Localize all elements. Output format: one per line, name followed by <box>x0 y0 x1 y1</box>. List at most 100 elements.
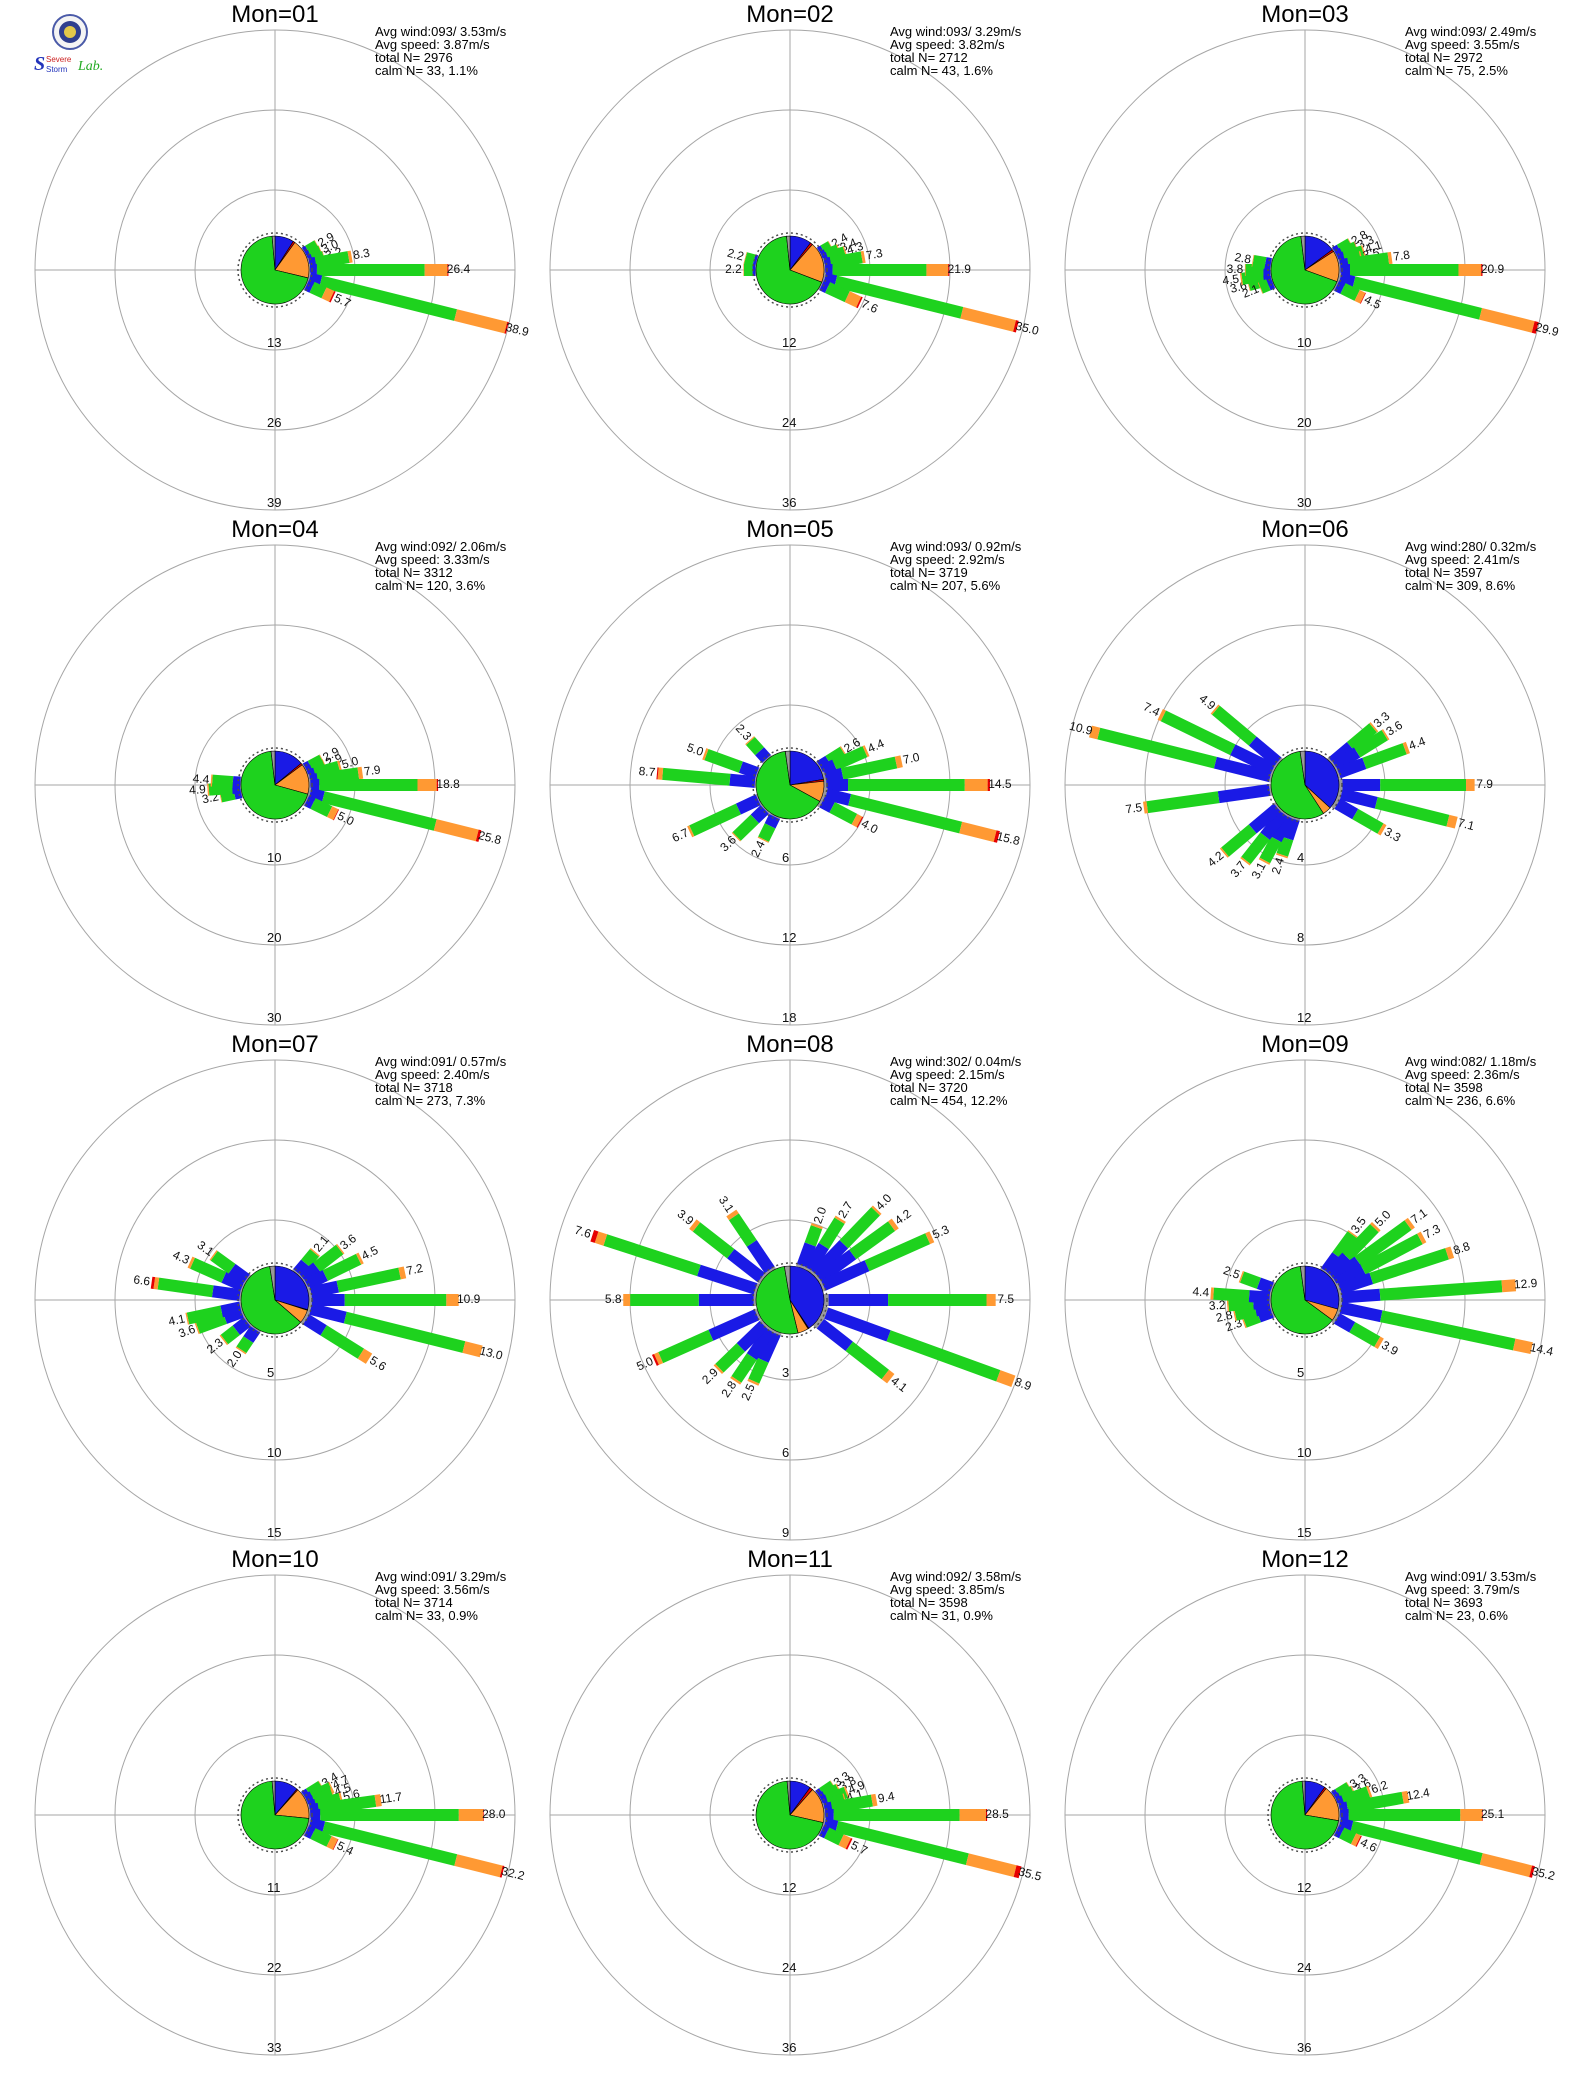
spoke-value-label: 7.9 <box>363 762 382 778</box>
spoke-segment-moderate-bin <box>319 275 458 321</box>
ring-label: 10 <box>267 850 281 865</box>
spoke-value-label: 8.8 <box>1451 1239 1472 1258</box>
spoke-value-label: 35.2 <box>1530 1864 1556 1883</box>
spoke-segment-fresh-bin <box>235 1346 247 1355</box>
calm-ring <box>1267 1777 1343 1853</box>
spoke-value-label: 7.9 <box>1476 777 1493 791</box>
spoke-segment-fresh-bin <box>747 1378 760 1386</box>
spoke-segment-fresh-bin <box>1369 722 1379 733</box>
spoke-segment-strong-bin <box>845 1838 853 1850</box>
speed-share-slice <box>240 1266 302 1335</box>
spoke-value-label: 4.5 <box>1362 292 1383 312</box>
speed-share-slice <box>274 242 310 279</box>
spoke-segment-calm-bin <box>759 1319 770 1330</box>
panel-title: Mon=12 <box>1261 1546 1348 1573</box>
spoke-value-label: 6.7 <box>670 825 691 845</box>
spoke-value-label: 2.2 <box>725 262 742 276</box>
spoke-segment-moderate-bin <box>1242 1311 1261 1328</box>
spoke-value-label: 5.7 <box>332 291 353 311</box>
spoke-segment-moderate-bin <box>662 767 731 786</box>
spoke-value-label: 8.7 <box>638 764 656 779</box>
spoke-segment-light-bin <box>697 1264 758 1295</box>
spoke-segment-moderate-bin <box>1241 832 1270 865</box>
speed-share-slice <box>240 1780 310 1850</box>
spoke-segment-fresh-bin <box>1219 847 1229 858</box>
spoke-value-label: 3.0 <box>320 237 341 256</box>
spoke-segment-fresh-bin <box>838 1834 851 1849</box>
spoke-segment-fresh-bin <box>454 309 508 334</box>
spoke-segment-moderate-bin <box>190 1257 227 1283</box>
spoke-segment-light-bin <box>299 1262 321 1283</box>
spoke-segment-moderate-bin <box>1362 743 1407 770</box>
spoke-segment-light-bin <box>232 776 241 789</box>
summary-stat: calm N= 207, 5.6% <box>890 578 1001 593</box>
spoke-segment-light-bin <box>823 272 838 288</box>
spoke-segment-fresh-bin <box>1512 1338 1533 1355</box>
spoke-segment-fresh-bin <box>689 1219 701 1232</box>
spoke-value-label: 4.6 <box>1358 1835 1379 1855</box>
spoke-segment-fresh-bin <box>1210 704 1220 715</box>
spoke-segment-fresh-bin <box>374 1794 382 1807</box>
spoke-segment-moderate-bin <box>236 1336 254 1354</box>
spoke-segment-fresh-bin <box>1258 857 1271 865</box>
spoke-segment-light-bin <box>293 1259 311 1277</box>
spoke-segment-light-bin <box>309 1280 340 1299</box>
spoke-segment-moderate-bin <box>728 1213 757 1247</box>
spoke-value-label: 28.0 <box>482 1807 506 1821</box>
spoke-segment-moderate-bin <box>310 798 333 818</box>
spoke-segment-light-bin <box>816 1319 853 1352</box>
spoke-segment-fresh-bin <box>209 1250 218 1261</box>
spoke-segment-light-bin <box>1339 788 1378 809</box>
spoke-segment-fresh-bin <box>309 1248 320 1257</box>
spoke-segment-moderate-bin <box>310 1828 332 1847</box>
spoke-segment-light-bin <box>1248 736 1282 767</box>
spoke-segment-fresh-bin <box>187 1256 195 1269</box>
spoke-segment-light-bin <box>211 1285 241 1302</box>
spoke-segment-moderate-bin <box>1350 1820 1483 1865</box>
spoke-value-label: 12.4 <box>1405 1785 1431 1803</box>
spoke-value-label: 6.6 <box>133 1272 152 1288</box>
spoke-segment-moderate-bin <box>692 1222 735 1259</box>
speed-share-slice <box>786 235 791 271</box>
spoke-segment-moderate-bin <box>1258 279 1271 294</box>
summary-stat: calm N= 75, 2.5% <box>1405 63 1508 78</box>
spoke-segment-light-bin <box>824 768 844 784</box>
spoke-segment-moderate-bin <box>1342 1223 1379 1261</box>
summary-stat: Avg wind:092/ 3.58m/s <box>890 1569 1022 1584</box>
spoke-value-label: 4.5 <box>359 1243 380 1263</box>
spoke-segment-moderate-bin <box>1353 730 1388 758</box>
spoke-segment-light-bin <box>819 796 835 813</box>
spoke-value-label: 5.0 <box>685 740 706 759</box>
spoke-segment-fresh-bin <box>726 1209 739 1221</box>
summary-stat: Avg speed: 3.79m/s <box>1405 1582 1520 1597</box>
spoke-segment-moderate-bin <box>839 1207 880 1249</box>
spoke-segment-fresh-bin <box>357 1348 373 1364</box>
summary-stat: calm N= 43, 1.6% <box>890 63 993 78</box>
spoke-segment-moderate-bin <box>208 782 233 796</box>
spoke-segment-fresh-bin <box>713 1363 724 1375</box>
spoke-segment-calm-bin <box>754 1308 762 1321</box>
ring-label: 5 <box>267 1365 274 1380</box>
logo-word-severe: Severe <box>46 55 72 64</box>
spoke-segment-fresh-bin <box>839 746 848 757</box>
spoke-value-label: 15.8 <box>995 829 1021 848</box>
spoke-value-label: 13.0 <box>478 1343 504 1362</box>
spoke-segment-light-bin <box>1217 784 1271 804</box>
spoke-segment-calm-bin <box>1337 1301 1343 1314</box>
spoke-segment-fresh-bin <box>594 1231 608 1246</box>
speed-share-slice <box>270 750 276 786</box>
summary-stat: Avg speed: 3.56m/s <box>375 1582 490 1597</box>
spoke-segment-strong-bin <box>1013 1865 1022 1879</box>
ring-label: 12 <box>782 930 796 945</box>
spoke-value-label: 7.2 <box>405 1261 425 1278</box>
speed-share-slice <box>789 244 825 283</box>
ring-label: 24 <box>1297 1960 1311 1975</box>
spoke-segment-moderate-bin <box>864 1233 931 1272</box>
panel-title: Mon=06 <box>1261 516 1348 543</box>
spoke-segment-moderate-bin <box>804 1225 823 1247</box>
summary-stat: Avg speed: 3.82m/s <box>890 37 1005 52</box>
spoke-value-label: 35.0 <box>1014 319 1040 338</box>
